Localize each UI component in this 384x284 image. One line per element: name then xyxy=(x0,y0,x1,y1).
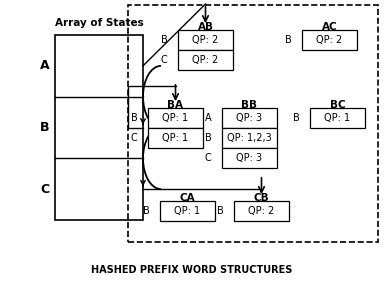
Bar xyxy=(222,108,277,128)
Text: HASHED PREFIX WORD STRUCTURES: HASHED PREFIX WORD STRUCTURES xyxy=(91,265,293,275)
Bar xyxy=(302,30,357,50)
Text: B: B xyxy=(40,121,50,134)
Text: QP: 2: QP: 2 xyxy=(316,35,343,45)
Bar xyxy=(55,35,143,220)
Bar xyxy=(128,5,378,242)
Text: QP: 1: QP: 1 xyxy=(174,206,200,216)
Text: QP: 1: QP: 1 xyxy=(162,113,189,123)
Text: B: B xyxy=(217,206,223,216)
Bar xyxy=(222,128,277,148)
Text: CA: CA xyxy=(180,193,195,203)
Bar xyxy=(178,30,233,50)
Text: QP: 3: QP: 3 xyxy=(237,113,263,123)
Bar xyxy=(222,148,277,168)
Text: A: A xyxy=(40,59,50,72)
Bar xyxy=(178,50,233,70)
Text: C: C xyxy=(161,55,167,65)
Text: B: B xyxy=(161,35,167,45)
Bar xyxy=(160,201,215,221)
Bar xyxy=(310,108,365,128)
Text: BA: BA xyxy=(167,100,184,110)
Text: B: B xyxy=(131,113,137,123)
Bar xyxy=(234,201,289,221)
Text: QP: 3: QP: 3 xyxy=(237,153,263,163)
Bar xyxy=(148,128,203,148)
Text: QP: 1: QP: 1 xyxy=(324,113,351,123)
Text: B: B xyxy=(293,113,300,123)
Text: C: C xyxy=(40,183,50,196)
Text: AB: AB xyxy=(197,22,214,32)
Text: QP: 2: QP: 2 xyxy=(248,206,275,216)
Text: AC: AC xyxy=(322,22,337,32)
Text: C: C xyxy=(131,133,137,143)
Text: B: B xyxy=(142,206,149,216)
Text: B: B xyxy=(285,35,291,45)
Text: QP: 2: QP: 2 xyxy=(192,35,218,45)
Bar xyxy=(148,108,203,128)
Text: Array of States: Array of States xyxy=(55,18,143,28)
Text: CB: CB xyxy=(254,193,269,203)
Text: B: B xyxy=(205,133,211,143)
Text: C: C xyxy=(205,153,211,163)
Text: A: A xyxy=(205,113,211,123)
Text: BC: BC xyxy=(330,100,345,110)
Text: QP: 1,2,3: QP: 1,2,3 xyxy=(227,133,272,143)
Text: QP: 1: QP: 1 xyxy=(162,133,189,143)
Text: QP: 2: QP: 2 xyxy=(192,55,218,65)
Text: BB: BB xyxy=(242,100,258,110)
